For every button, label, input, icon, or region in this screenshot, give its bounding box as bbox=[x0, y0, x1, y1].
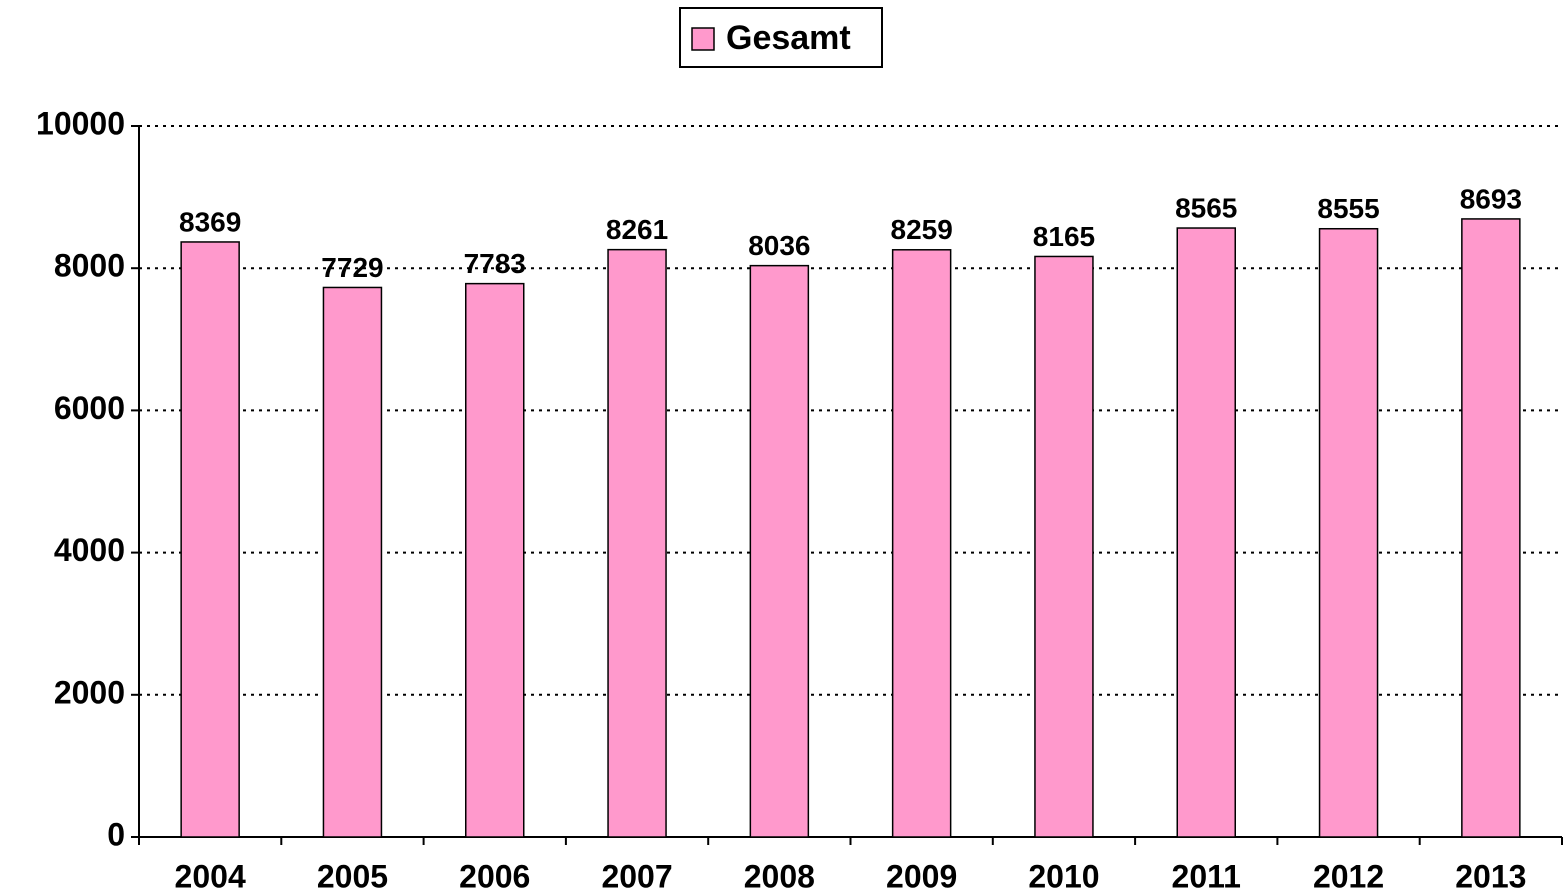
y-tick-label: 4000 bbox=[54, 532, 125, 568]
value-label: 8165 bbox=[1033, 221, 1095, 252]
bar bbox=[322, 286, 383, 838]
value-label: 8369 bbox=[179, 206, 241, 237]
value-label: 8565 bbox=[1175, 192, 1237, 223]
value-label: 8036 bbox=[748, 230, 810, 261]
x-tick-label: 2009 bbox=[886, 858, 957, 894]
value-label: 8261 bbox=[606, 214, 668, 245]
bar bbox=[607, 248, 667, 838]
legend: Gesamt bbox=[679, 7, 883, 68]
y-tick-label: 0 bbox=[107, 816, 125, 852]
x-tick-label: 2013 bbox=[1455, 858, 1526, 894]
x-tick-label: 2011 bbox=[1172, 858, 1241, 894]
x-tick-label: 2007 bbox=[601, 858, 672, 894]
x-tick-label: 2008 bbox=[744, 858, 815, 894]
x-tick-label: 2012 bbox=[1313, 858, 1384, 894]
bar bbox=[749, 264, 810, 838]
legend-swatch bbox=[691, 27, 715, 51]
y-tick-label: 2000 bbox=[54, 674, 125, 710]
value-label: 8259 bbox=[891, 214, 953, 245]
bar bbox=[465, 282, 525, 838]
y-tick-label: 10000 bbox=[36, 105, 125, 141]
x-tick-label: 2005 bbox=[317, 858, 388, 894]
x-tick-label: 2004 bbox=[175, 858, 246, 894]
value-label: 8555 bbox=[1317, 193, 1379, 224]
y-tick-label: 6000 bbox=[54, 390, 125, 426]
x-tick-label: 2010 bbox=[1028, 858, 1099, 894]
x-tick-label: 2006 bbox=[459, 858, 530, 894]
bar bbox=[1176, 227, 1236, 838]
y-tick-label: 8000 bbox=[54, 248, 125, 284]
legend-label: Gesamt bbox=[726, 19, 851, 57]
value-label: 7729 bbox=[321, 252, 383, 283]
bar bbox=[891, 249, 952, 838]
bar bbox=[1034, 255, 1094, 838]
bar bbox=[180, 241, 240, 838]
bar bbox=[1318, 227, 1379, 838]
bar bbox=[1461, 218, 1521, 838]
value-label: 8693 bbox=[1460, 183, 1522, 214]
value-label: 7783 bbox=[464, 248, 526, 279]
